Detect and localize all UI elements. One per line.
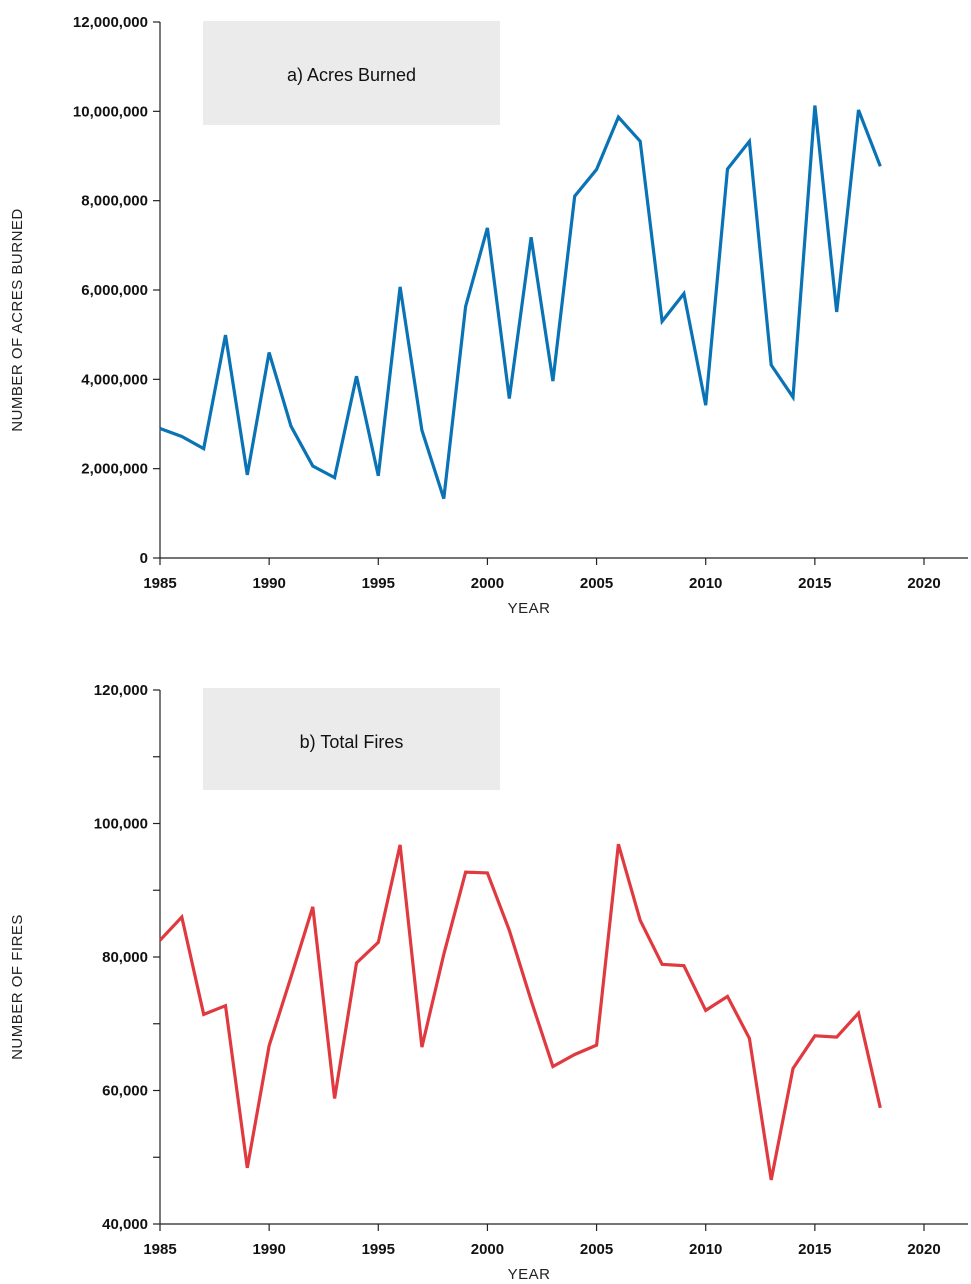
x-tick-label: 1990 xyxy=(252,575,285,592)
y-tick-label: 80,000 xyxy=(102,949,148,966)
x-tick-label: 2000 xyxy=(471,1241,504,1258)
x-tick-label: 1985 xyxy=(143,1241,176,1258)
x-tick-label: 1985 xyxy=(143,575,176,592)
y-tick-label: 100,000 xyxy=(94,816,148,833)
y-tick-label: 8,000,000 xyxy=(81,193,148,210)
x-tick-label: 2020 xyxy=(907,1241,940,1258)
y-tick-label: 0 xyxy=(140,550,148,567)
x-tick-label: 2010 xyxy=(689,575,722,592)
x-axis-title: YEAR xyxy=(508,1266,551,1283)
chart-title-box xyxy=(203,21,500,125)
total-fires-chart: b) Total Fires 40,000 60,000 80,000 100,000… xyxy=(9,682,968,1283)
y-tick-label: 120,000 xyxy=(94,682,148,699)
chart-title-box xyxy=(203,688,500,790)
y-tick-label: 60,000 xyxy=(102,1083,148,1100)
y-axis-title: NUMBER OF ACRES BURNED xyxy=(9,208,26,432)
series-group xyxy=(159,105,882,500)
chart-title: b) Total Fires xyxy=(300,732,404,752)
chart-title: a) Acres Burned xyxy=(287,65,416,85)
series-line xyxy=(158,843,882,1181)
x-tick-label: 1995 xyxy=(362,575,395,592)
y-tick-label: 2,000,000 xyxy=(81,461,148,478)
y-tick-label: 6,000,000 xyxy=(81,282,148,299)
x-tick-label: 2005 xyxy=(580,575,613,592)
x-tick-label: 1995 xyxy=(362,1241,395,1258)
x-tick-label: 2015 xyxy=(798,575,831,592)
series-line xyxy=(159,105,882,500)
x-tick-label: 2000 xyxy=(471,575,504,592)
x-tick-label: 2010 xyxy=(689,1241,722,1258)
acres-burned-chart: a) Acres Burned 0 2,000,000 4,000,000 6,000… xyxy=(9,14,968,617)
y-tick-label: 40,000 xyxy=(102,1216,148,1233)
x-axis-ticks: 1985 1990 1995 2000 2005 2010 2015 2020 xyxy=(143,558,941,592)
y-tick-label: 10,000,000 xyxy=(73,103,148,120)
x-tick-label: 2015 xyxy=(798,1241,831,1258)
y-tick-label: 4,000,000 xyxy=(81,371,148,388)
x-axis-title: YEAR xyxy=(508,600,551,617)
y-axis-ticks: 0 2,000,000 4,000,000 6,000,000 8,000,000 10,… xyxy=(73,14,160,567)
y-axis-ticks: 40,000 60,000 80,000 100,000 120,000 xyxy=(94,682,160,1233)
y-axis-title: NUMBER OF FIRES xyxy=(9,914,26,1060)
x-tick-label: 2020 xyxy=(907,575,940,592)
series-group xyxy=(158,843,882,1181)
x-axis-ticks: 1985 1990 1995 2000 2005 2010 2015 2020 xyxy=(143,1224,941,1258)
x-tick-label: 2005 xyxy=(580,1241,613,1258)
y-tick-label: 12,000,000 xyxy=(73,14,148,31)
x-tick-label: 1990 xyxy=(252,1241,285,1258)
